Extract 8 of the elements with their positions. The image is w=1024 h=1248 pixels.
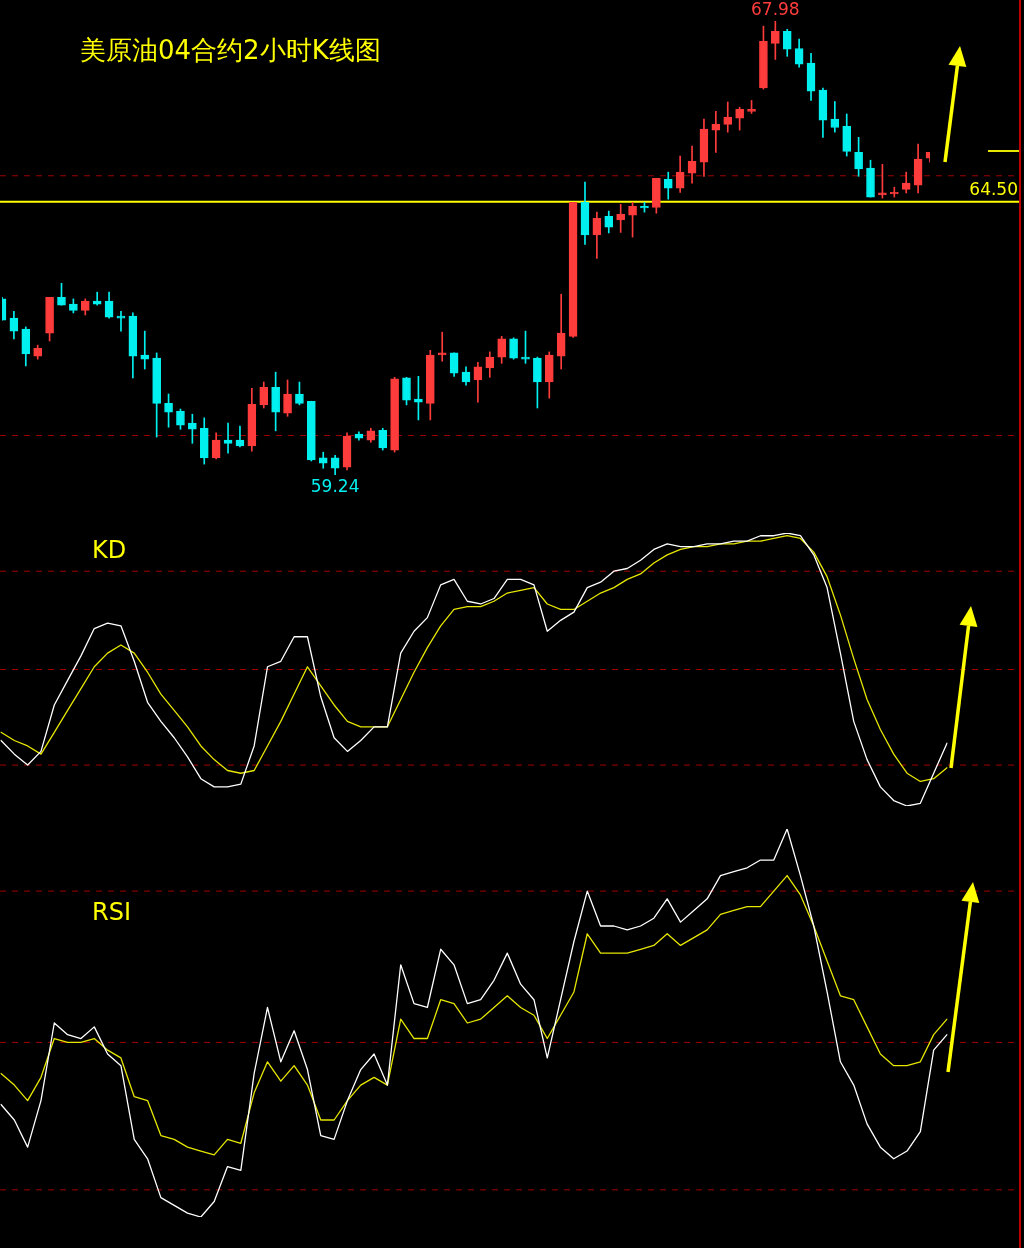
text: RSI bbox=[92, 898, 131, 926]
candlestick bbox=[889, 186, 899, 198]
text: 美原油04合约2小时K线图 bbox=[80, 35, 381, 65]
ref-line-label: 64.50 bbox=[969, 178, 1018, 199]
candlestick bbox=[223, 422, 233, 454]
annotation: 59.24 bbox=[310, 475, 360, 496]
chart-title: KD bbox=[92, 536, 127, 564]
annotation: 67.98 bbox=[751, 0, 800, 19]
